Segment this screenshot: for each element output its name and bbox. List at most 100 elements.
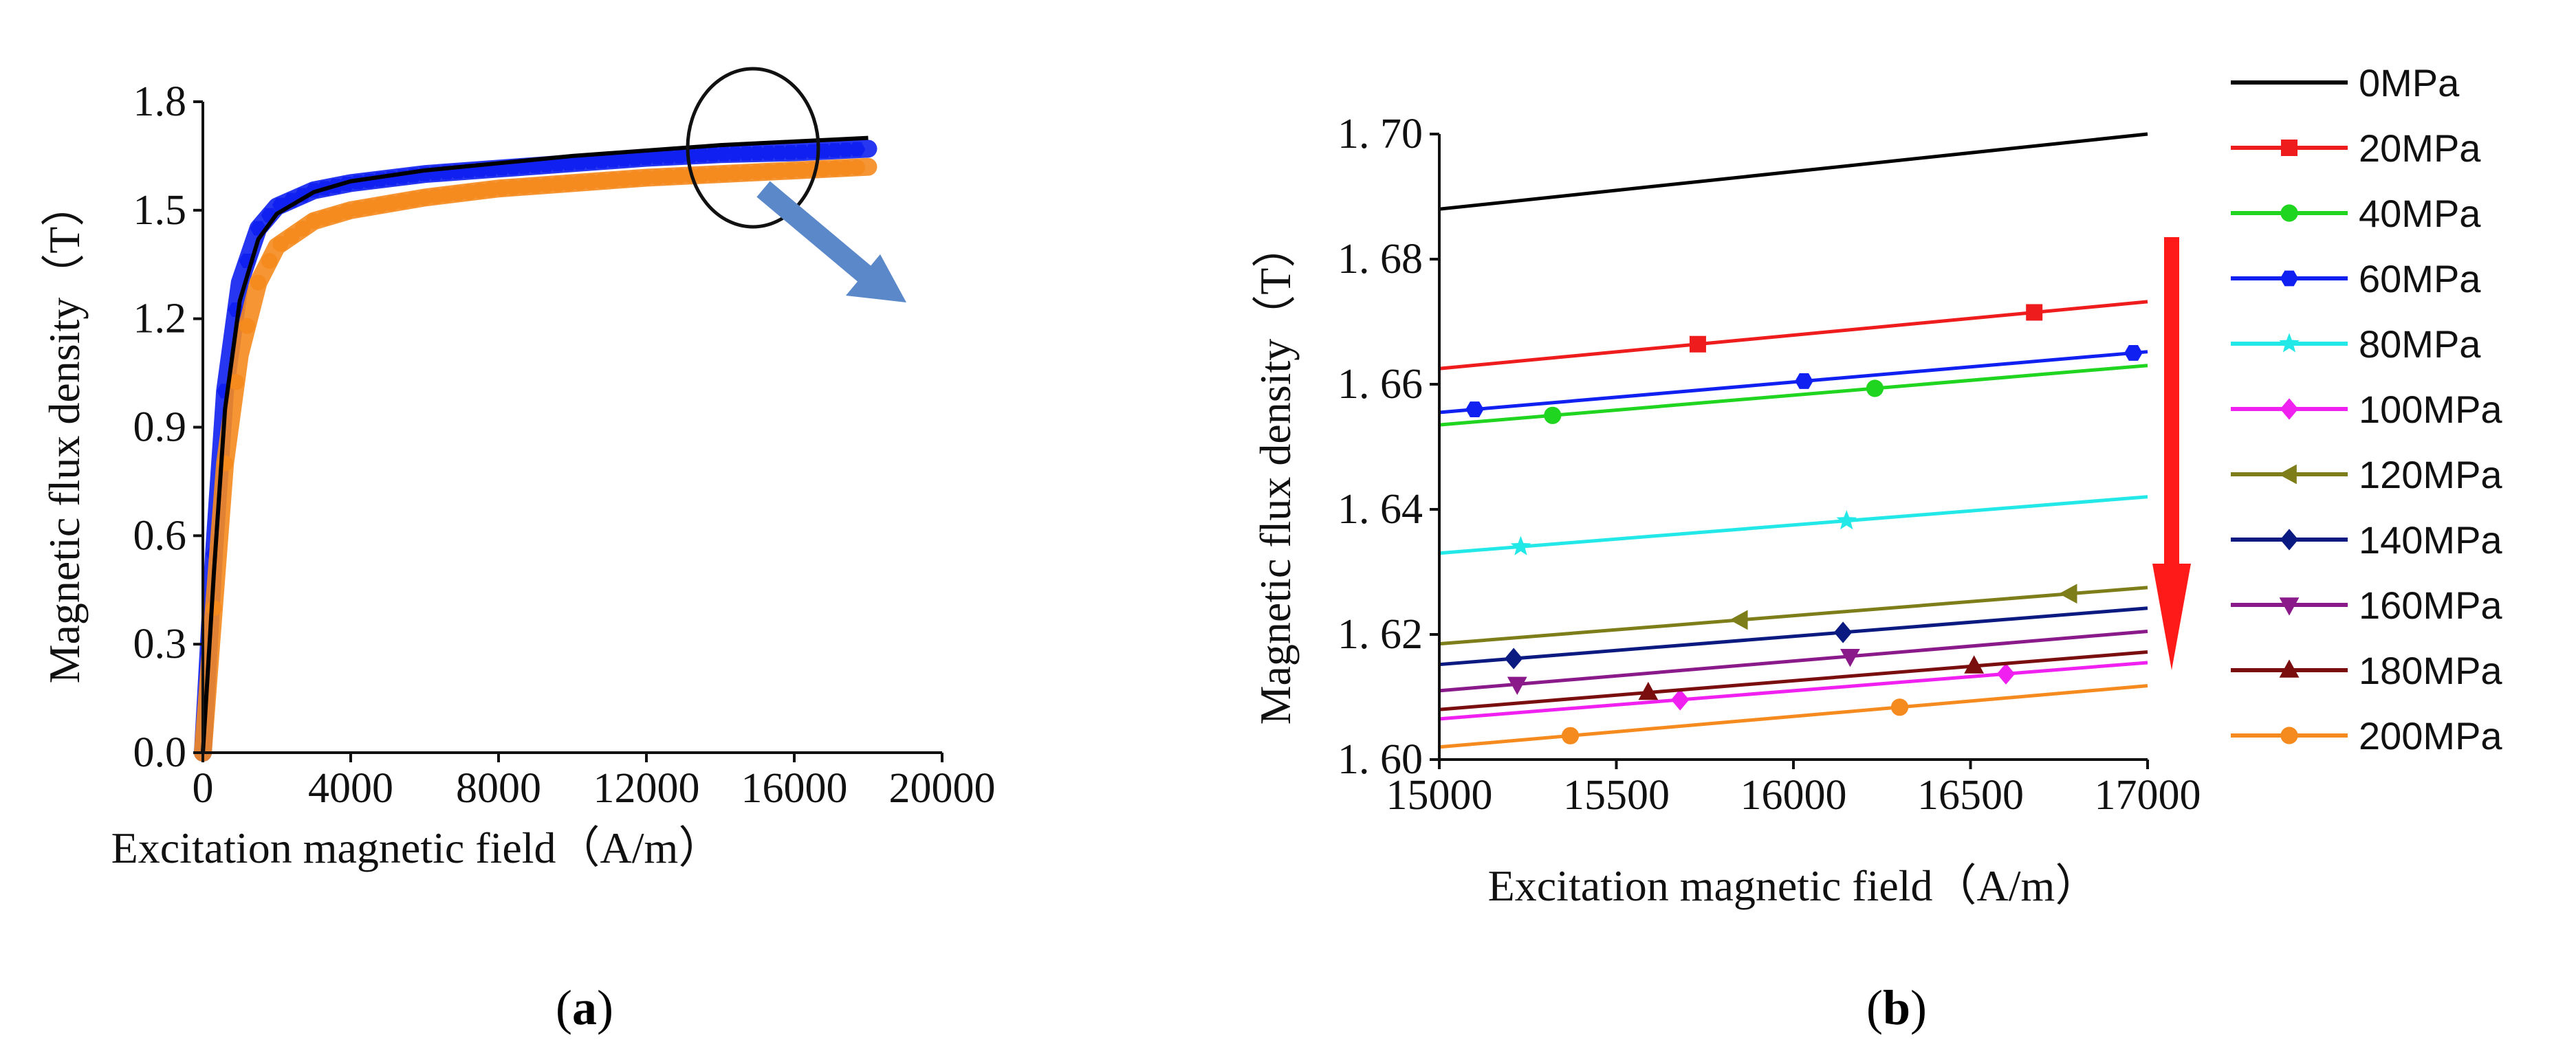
- panel-b-marker-20MPa: [2026, 304, 2043, 321]
- panel-b-marker-20MPa: [1689, 335, 1706, 353]
- legend-label: 40MPa: [2359, 192, 2481, 235]
- panel-b-x-tick-label: 16500: [1917, 772, 2024, 819]
- panel-b-marker-40MPa: [1866, 379, 1884, 397]
- panel-b-caption: (b): [1866, 980, 1927, 1035]
- panel-b-marker-60MPa: [2124, 345, 2143, 361]
- legend-label: 20MPa: [2359, 126, 2481, 170]
- panel-a-marker-60MPa: [582, 154, 600, 169]
- legend-item-100MPa: 100MPa: [2231, 388, 2502, 431]
- panel-b-line-100MPa: [1439, 661, 2148, 721]
- panel-b-marker-140MPa: [1833, 621, 1853, 643]
- panel-a-marker-60MPa: [704, 147, 721, 162]
- panel-a-marker-60MPa: [738, 146, 755, 161]
- panel-a-y-tick-label: 0.0: [133, 729, 187, 776]
- legend-label: 80MPa: [2359, 322, 2481, 366]
- panel-b-x-label: Excitation magnetic field（A/m）: [1488, 861, 2099, 910]
- panel-b-marker-100MPa: [1671, 689, 1690, 711]
- panel-b-line-180MPa: [1439, 650, 2148, 711]
- decrease-arrow: [2152, 237, 2191, 670]
- panel-b-y-tick-label: 1. 62: [1338, 611, 1423, 658]
- panel-a-marker-200MPa: [294, 221, 311, 237]
- panel-b-x-tick-label: 15000: [1386, 772, 1493, 819]
- panel-a-series: [194, 135, 877, 762]
- panel-a-marker-60MPa: [693, 148, 710, 163]
- panel-a-marker-60MPa: [660, 149, 677, 164]
- legend-marker: [2278, 464, 2297, 485]
- legend-item-20MPa: 20MPa: [2231, 126, 2481, 170]
- panel-a-y-tick-label: 0.3: [133, 621, 187, 667]
- zoom-circle: [686, 67, 820, 229]
- panel-a-marker-60MPa: [827, 143, 844, 158]
- panel-a-marker-60MPa: [637, 151, 655, 166]
- panel-a-band-200MPa: [194, 157, 877, 762]
- panel-b-y-label: Magnetic flux density（T）: [1251, 224, 1300, 725]
- legend-label: 0MPa: [2359, 61, 2460, 104]
- panel-a-marker-60MPa: [604, 153, 622, 168]
- legend-item-180MPa: 180MPa: [2231, 649, 2502, 692]
- panel-b-x-tick-label: 16000: [1740, 772, 1847, 819]
- panel-a-marker-200MPa: [261, 252, 278, 269]
- panel-a-marker-200MPa: [849, 159, 865, 176]
- panel-a-marker-60MPa: [715, 146, 732, 162]
- legend-label: 180MPa: [2359, 649, 2502, 692]
- panel-a-marker-60MPa: [593, 153, 611, 168]
- panel-a-chart: 0 4000 8000 12000 16000 20000 0.0 0.3 0.6 0.9 1.2 1…: [40, 67, 996, 872]
- panel-a-marker-60MPa: [549, 157, 567, 172]
- panel-b-marker-60MPa: [1795, 373, 1813, 389]
- legend-item-80MPa: 80MPa: [2231, 322, 2481, 366]
- legend-item-60MPa: 60MPa: [2231, 257, 2481, 300]
- panel-a-y-label: Magnetic flux density（T）: [40, 183, 89, 684]
- panel-b-x-tick-label: 17000: [2095, 772, 2201, 819]
- panel-b-marker-200MPa: [1890, 698, 1909, 716]
- panel-a-marker-200MPa: [272, 236, 289, 252]
- panel-b-marker-160MPa: [1507, 676, 1527, 695]
- panel-b-line-60MPa: [1439, 350, 2148, 414]
- panel-b-marker-100MPa: [1996, 663, 2016, 685]
- panel-b-y-tick-label: 1. 68: [1338, 236, 1423, 283]
- panel-a-line-0MPa: [201, 135, 869, 753]
- legend-item-140MPa: 140MPa: [2231, 518, 2502, 562]
- panel-a-marker-60MPa: [782, 145, 799, 160]
- panel-a-x-label: Excitation magnetic field（A/m）: [111, 823, 723, 872]
- panel-a-marker-200MPa: [239, 318, 256, 334]
- panel-a-x-tick-label: 12000: [593, 765, 700, 812]
- legend-marker: [2280, 727, 2298, 744]
- panel-a-y-tick-label: 1.8: [133, 78, 187, 125]
- legend-marker: [2279, 597, 2300, 616]
- legend-label: 140MPa: [2359, 518, 2502, 562]
- panel-b-marker-180MPa: [1964, 655, 1985, 674]
- panel-a-y-tick-label: 1.2: [133, 296, 187, 342]
- legend-marker: [2280, 529, 2299, 551]
- legend-item-160MPa: 160MPa: [2231, 584, 2502, 627]
- panel-a-marker-60MPa: [538, 157, 555, 173]
- legend-marker: [2281, 140, 2297, 156]
- panel-a-x-tick-label: 20000: [889, 765, 996, 812]
- legend-item-40MPa: 40MPa: [2231, 192, 2481, 235]
- panel-a-x-tick-label: 8000: [456, 765, 541, 812]
- panel-b-marker-120MPa: [2059, 584, 2077, 604]
- panel-a-marker-60MPa: [615, 152, 633, 167]
- panel-a-marker-60MPa: [560, 156, 578, 171]
- legend-marker: [2279, 659, 2300, 678]
- panel-a-marker-60MPa: [849, 142, 866, 157]
- legend-item-0MPa: 0MPa: [2231, 61, 2460, 104]
- legend-marker: [2279, 333, 2300, 353]
- legend-label: 160MPa: [2359, 584, 2502, 627]
- panel-b-marker-80MPa: [1510, 535, 1531, 555]
- panel-a-marker-60MPa: [749, 146, 766, 161]
- panel-a-marker-60MPa: [671, 148, 688, 164]
- panel-b-marker-160MPa: [1840, 648, 1860, 667]
- legend-label: 100MPa: [2359, 388, 2502, 431]
- panel-b-line-160MPa: [1439, 629, 2148, 693]
- legend-label: 120MPa: [2359, 453, 2502, 496]
- legend: 0MPa 20MPa 40MPa 60MPa 80MPa 100MPa 120MPa 140M…: [2231, 61, 2502, 757]
- panel-b-chart: 15000 15500 16000 16500 17000 1. 60 1. 62 1. 64…: [1251, 61, 2502, 910]
- panel-b-marker-140MPa: [1504, 648, 1523, 670]
- panel-b-series: [1439, 132, 2148, 749]
- panel-b-y-tick-label: 1. 60: [1338, 736, 1423, 783]
- panel-b-marker-80MPa: [1836, 510, 1857, 530]
- panel-b-line-80MPa: [1439, 495, 2148, 555]
- panel-b-line-0MPa: [1439, 132, 2148, 211]
- panel-a-marker-60MPa: [838, 142, 855, 157]
